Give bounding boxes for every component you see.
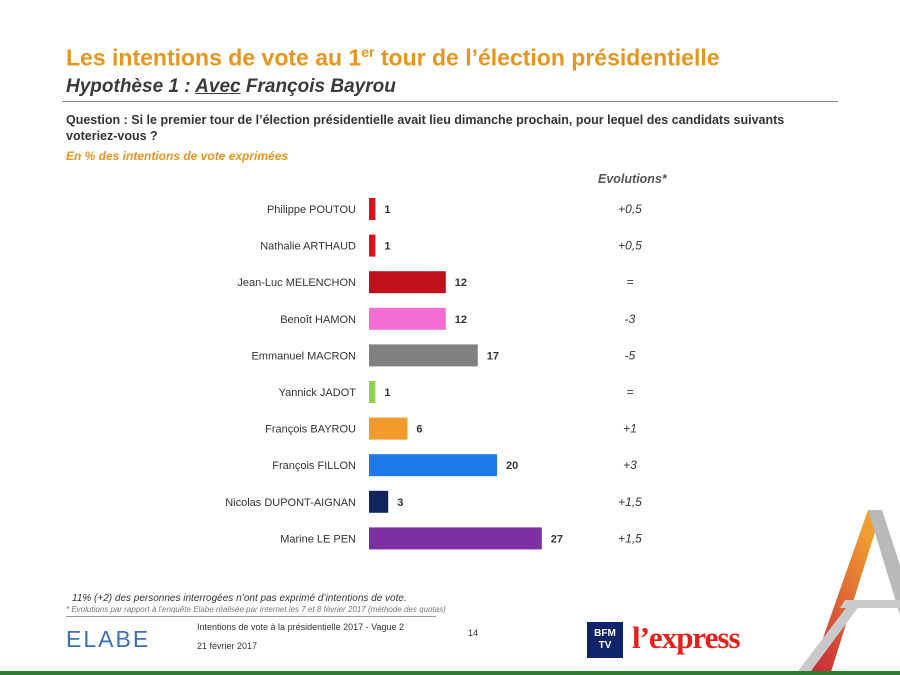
bar — [369, 271, 446, 294]
evolution-label: = — [626, 385, 633, 399]
value-label: 17 — [487, 350, 499, 362]
value-label: 12 — [455, 314, 467, 326]
evolution-label: +1,5 — [618, 531, 642, 545]
value-label: 20 — [506, 460, 518, 472]
category-label: Marine LE PEN — [280, 533, 356, 545]
value-label: 27 — [551, 533, 563, 545]
source-text: Intentions de vote à la présidentielle 2… — [197, 622, 404, 632]
category-label: Jean-Luc MELENCHON — [237, 277, 356, 289]
value-label: 1 — [384, 387, 390, 399]
evolution-label: +0,5 — [618, 239, 642, 253]
value-label: 3 — [397, 497, 403, 509]
category-label: Yannick JADOT — [279, 387, 357, 399]
bar — [369, 527, 542, 550]
evolution-label: +1 — [623, 422, 637, 436]
category-label: Philippe POUTOU — [267, 204, 356, 216]
value-label: 1 — [384, 241, 390, 253]
bar — [369, 454, 497, 477]
bfmtv-logo: BFM TV — [587, 622, 623, 658]
category-label: François BAYROU — [265, 424, 356, 436]
footer-divider — [66, 616, 436, 617]
elabe-logo: ELABE — [66, 626, 151, 652]
category-label: Benoît HAMON — [280, 314, 356, 326]
bottom-accent-line — [0, 671, 900, 675]
bar — [369, 490, 389, 513]
non-response-note: 11% (+2) des personnes interrogées n’ont… — [72, 593, 407, 604]
evolution-label: -5 — [625, 348, 636, 362]
evolution-label: -3 — [625, 312, 636, 326]
unit-note: En % des intentions de vote exprimées — [66, 149, 289, 163]
category-label: Emmanuel MACRON — [251, 350, 356, 362]
bar — [369, 381, 376, 403]
survey-question: Question : Si le premier tour de l’élect… — [66, 113, 785, 143]
value-label: 12 — [455, 277, 467, 289]
page-title: Les intentions de vote au 1er tour de l’… — [66, 44, 720, 71]
category-label: Nicolas DUPONT-AIGNAN — [225, 497, 356, 509]
lexpress-logo: l’express — [632, 620, 741, 655]
evolution-footnote: * Evolutions par rapport à l’enquête Ela… — [66, 605, 446, 614]
value-label: 6 — [416, 424, 422, 436]
evolutions-header: Evolutions* — [598, 172, 667, 186]
date-text: 21 février 2017 — [197, 641, 258, 651]
evolution-label: +3 — [623, 458, 637, 472]
bar — [369, 344, 478, 367]
bar — [369, 417, 408, 440]
title-divider — [62, 101, 838, 102]
category-label: Nathalie ARTHAUD — [260, 241, 356, 253]
brand-corner-icon — [795, 510, 900, 675]
evolution-label: = — [626, 275, 633, 289]
bar — [369, 307, 446, 330]
category-label: François FILLON — [272, 460, 356, 472]
evolution-label: +0,5 — [618, 202, 642, 216]
bar — [369, 234, 376, 257]
bar-chart: Philippe POUTOU 1 +0,5 Nathalie ARTHAUD 1 +0,… — [225, 198, 642, 550]
page-subtitle: Hypothèse 1 : Avec François Bayrou — [66, 76, 396, 97]
value-label: 1 — [384, 204, 390, 216]
evolution-label: +1,5 — [618, 495, 642, 509]
bar — [369, 198, 376, 220]
page-number: 14 — [468, 628, 479, 638]
